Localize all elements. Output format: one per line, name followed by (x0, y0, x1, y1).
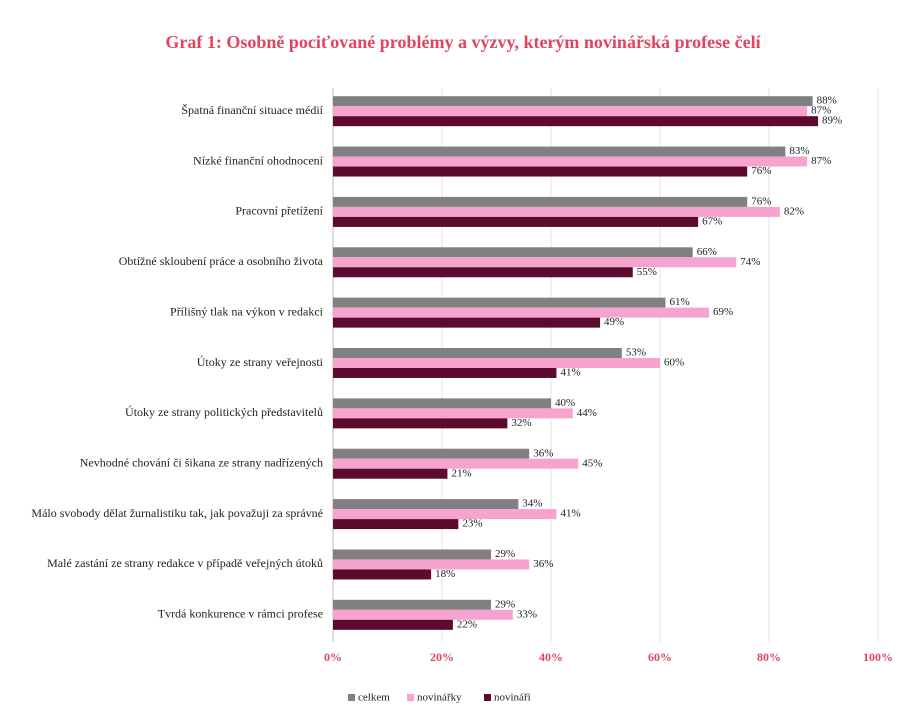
bar (333, 196, 748, 207)
bar (333, 267, 633, 278)
value-label: 60% (664, 357, 684, 369)
bar (333, 317, 601, 328)
y-tick-label: Nevhodné chování či šikana ze strany nad… (80, 455, 323, 469)
x-tick-label: 40% (539, 650, 563, 664)
value-label: 40% (555, 397, 575, 409)
value-label: 74% (740, 256, 760, 268)
y-tick-label: Malé zastání ze strany redakce v případě… (47, 556, 323, 570)
bar (333, 519, 459, 530)
value-label: 44% (577, 407, 597, 419)
chart-title: Graf 1: Osobně pociťované problémy a výz… (165, 32, 761, 52)
value-label: 76% (751, 165, 771, 177)
value-label: 36% (533, 447, 553, 459)
value-label: 32% (511, 417, 531, 429)
bar (333, 599, 492, 610)
value-label: 49% (604, 316, 624, 328)
value-label: 88% (817, 95, 837, 107)
bar (333, 398, 551, 409)
bar (333, 156, 808, 167)
value-label: 53% (626, 347, 646, 359)
bar (333, 458, 579, 469)
bar (333, 619, 453, 630)
value-label: 82% (784, 205, 804, 217)
value-label: 67% (702, 215, 722, 227)
value-label: 36% (533, 558, 553, 570)
bar (333, 408, 573, 419)
legend-swatch (484, 694, 491, 701)
bar (333, 106, 808, 117)
value-label: 41% (560, 367, 580, 379)
bar (333, 96, 813, 107)
y-tick-label: Nízké finanční ohodnocení (193, 153, 324, 167)
x-tick-label: 0% (324, 650, 342, 664)
value-label: 45% (582, 457, 602, 469)
bar (333, 307, 710, 318)
value-label: 69% (713, 306, 733, 318)
x-tick-label: 80% (757, 650, 781, 664)
value-label: 87% (811, 155, 831, 167)
legend-swatch (407, 694, 414, 701)
bar (333, 358, 660, 368)
value-label: 29% (495, 598, 515, 610)
bar (333, 609, 513, 620)
bar (333, 549, 492, 560)
bar (333, 368, 557, 378)
bar (333, 297, 666, 308)
value-label: 61% (669, 296, 689, 308)
value-label: 76% (751, 195, 771, 207)
bar (333, 509, 557, 520)
value-label: 29% (495, 548, 515, 560)
y-tick-label: Obtížné skloubení práce a osobního život… (119, 254, 324, 268)
bar (333, 206, 780, 217)
bar (333, 216, 699, 227)
y-tick-label: Špatná finanční situace médií (181, 103, 323, 117)
value-label: 22% (457, 618, 477, 630)
value-label: 33% (517, 608, 537, 620)
value-label: 21% (451, 467, 471, 479)
bar (333, 569, 432, 580)
y-tick-label: Útoky ze strany politických představitel… (125, 405, 323, 419)
value-label: 41% (560, 508, 580, 520)
value-label: 83% (789, 145, 809, 157)
legend-swatch (348, 694, 355, 701)
y-tick-label: Málo svobody dělat žurnalistiku tak, jak… (31, 506, 323, 520)
bar (333, 116, 819, 127)
value-label: 34% (522, 498, 542, 510)
y-tick-label: Přílišný tlak na výkon v redakci (170, 304, 324, 318)
bar (333, 247, 693, 258)
bar (333, 468, 448, 479)
value-label: 66% (697, 246, 717, 258)
y-tick-label: Tvrdá konkurence v rámci profese (158, 607, 323, 621)
y-tick-label: Útoky ze strany veřejnosti (197, 355, 324, 369)
legend-label: celkem (358, 692, 390, 704)
bar (333, 559, 530, 570)
legend-label: novinářky (417, 692, 462, 704)
bar (333, 257, 737, 268)
bar (333, 499, 519, 510)
value-label: 23% (462, 518, 482, 530)
bar (333, 448, 530, 459)
x-tick-label: 100% (863, 650, 893, 664)
y-tick-label: Pracovní přetížení (235, 204, 323, 218)
value-label: 89% (822, 115, 842, 127)
legend-label: novináři (494, 692, 531, 704)
value-label: 18% (435, 568, 455, 580)
value-label: 55% (637, 266, 657, 278)
value-label: 87% (811, 105, 831, 117)
bar (333, 166, 748, 177)
x-tick-label: 60% (648, 650, 672, 664)
bar (333, 146, 786, 157)
bar (333, 348, 622, 358)
bar (333, 418, 508, 429)
x-tick-label: 20% (430, 650, 454, 664)
